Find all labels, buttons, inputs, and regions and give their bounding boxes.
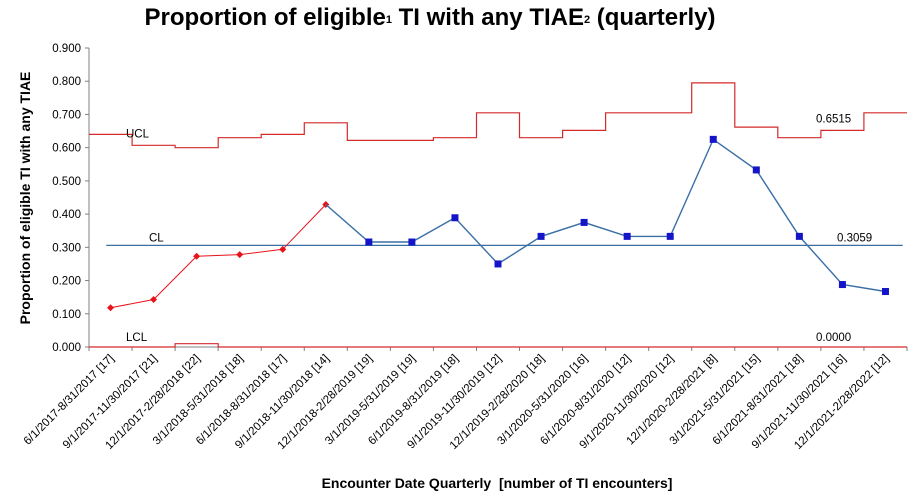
series-point — [408, 238, 416, 246]
series-line — [325, 138, 886, 293]
lcl-series — [89, 343, 907, 348]
lcl-label: LCL — [126, 332, 148, 344]
chart-title-footnote-1: 1 — [385, 14, 392, 26]
axes: 0.000 0.100 0.200 0.300 0.400 0.500 0.600 0.700… — [22, 43, 908, 452]
chart-title-footnote-2: 2 — [583, 14, 591, 26]
chart-title-main: Proportion of eligible — [144, 4, 386, 31]
chart-title: Proportion of eligible1 TI with any TIAE… — [0, 4, 860, 32]
series-point — [365, 238, 373, 246]
y-tick-label: 0.700 — [52, 109, 81, 121]
ucl-series — [89, 82, 907, 149]
lcl-value-label: 0.0000 — [816, 332, 851, 344]
series-point — [451, 214, 459, 222]
series-point — [795, 232, 803, 240]
series-point — [666, 232, 674, 240]
control-limit-annotations: UCL CL LCL 0.6515 0.3059 0.0000 — [126, 113, 872, 344]
chart-title-mid: TI with any TIAE — [391, 4, 584, 31]
cl-label: CL — [149, 232, 164, 244]
baseline-point — [150, 295, 158, 303]
series-point — [623, 232, 631, 240]
y-tick-label: 0.100 — [52, 309, 81, 321]
cl-value-label: 0.3059 — [837, 232, 872, 244]
y-axis-label: Proportion of eligible TI with any TIAE — [17, 72, 33, 325]
y-tick-label: 0.800 — [52, 76, 81, 88]
y-tick-label: 0.000 — [52, 342, 81, 354]
series-point — [537, 232, 545, 240]
baseline-point — [236, 251, 244, 259]
y-tick-label: 0.200 — [52, 276, 81, 288]
series-point — [580, 218, 588, 226]
ucl-label: UCL — [126, 128, 150, 140]
lcl-line — [89, 343, 907, 348]
baseline-point — [193, 252, 201, 260]
x-axis-label: Encounter Date Quarterly [number of TI e… — [322, 475, 673, 491]
series-point — [709, 135, 717, 143]
baseline-line — [110, 204, 327, 309]
ucl-value-label: 0.6515 — [816, 113, 851, 125]
y-tick-label: 0.900 — [52, 43, 81, 55]
y-tick-label: 0.500 — [52, 176, 81, 188]
series-point — [752, 166, 760, 174]
chart-title-end: (quarterly) — [590, 4, 716, 31]
y-tick-label: 0.300 — [52, 242, 81, 254]
series-point — [494, 260, 502, 268]
series-point — [881, 288, 889, 296]
monitoring-series — [325, 135, 889, 296]
y-tick-label: 0.600 — [52, 143, 81, 155]
ucl-line — [89, 82, 907, 149]
y-tick-label: 0.400 — [52, 209, 81, 221]
baseline-series — [107, 200, 330, 312]
baseline-point — [107, 304, 115, 312]
baseline-point — [279, 245, 287, 253]
series-point — [838, 281, 846, 289]
